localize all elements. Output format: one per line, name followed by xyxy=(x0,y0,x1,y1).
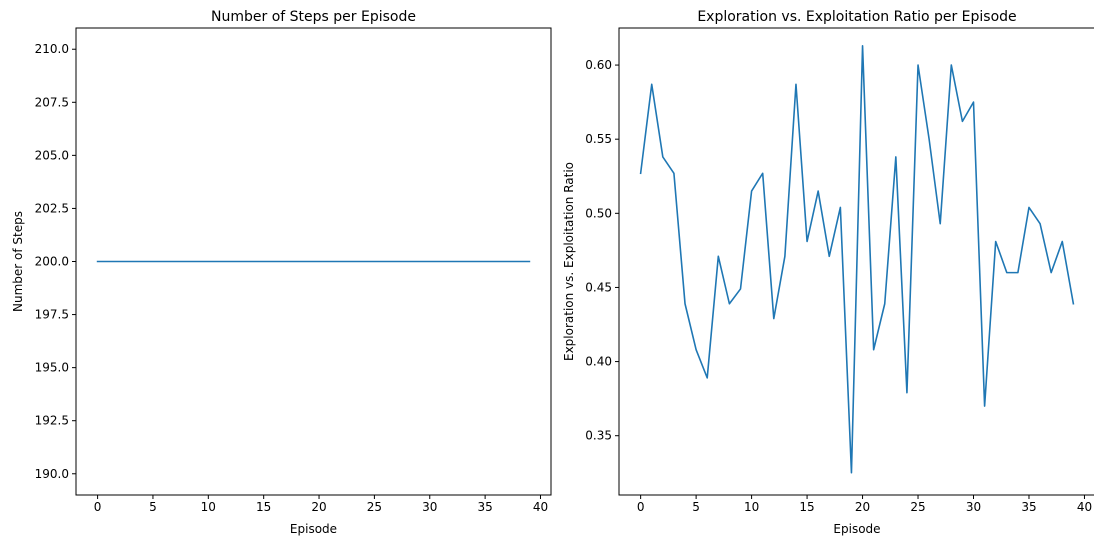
steps-y-tick-label: 195.0 xyxy=(35,361,69,375)
ratio-x-tick-label: 0 xyxy=(637,500,645,514)
ratio-x-tick-label: 5 xyxy=(692,500,700,514)
steps-x-tick-label: 10 xyxy=(201,500,216,514)
steps-ticks: 0 5 10 15 20 25 30 35 40 190.0 192.5 195.0 197.5 200.… xyxy=(35,42,548,514)
ratio-x-tick-label: 15 xyxy=(799,500,814,514)
steps-x-tick-label: 35 xyxy=(477,500,492,514)
ratio-x-tick-label: 25 xyxy=(910,500,925,514)
steps-y-tick-label: 202.5 xyxy=(35,201,69,215)
ratio-y-tick-label: 0.35 xyxy=(585,429,612,443)
ratio-x-tick-label: 10 xyxy=(744,500,759,514)
ratio-y-tick-label: 0.50 xyxy=(585,206,612,220)
steps-x-tick-label: 0 xyxy=(94,500,102,514)
steps-x-tick-label: 5 xyxy=(149,500,157,514)
steps-x-tick-label: 15 xyxy=(256,500,271,514)
ratio-x-tick-label: 40 xyxy=(1077,500,1092,514)
ratio-x-tick-label: 35 xyxy=(1021,500,1036,514)
ratio-series-line xyxy=(639,44,1075,474)
steps-y-tick-label: 190.0 xyxy=(35,467,69,481)
steps-y-tick-label: 192.5 xyxy=(35,414,69,428)
steps-y-tick-label: 207.5 xyxy=(35,95,69,109)
steps-x-tick-label: 40 xyxy=(533,500,548,514)
steps-x-tick-label: 30 xyxy=(422,500,437,514)
ratio-chart-title: Exploration vs. Exploitation Ratio per E… xyxy=(697,9,1016,25)
steps-y-axis-label: Number of Steps xyxy=(11,211,25,312)
steps-chart-title: Number of Steps per Episode xyxy=(211,9,416,25)
steps-x-tick-label: 20 xyxy=(311,500,326,514)
ratio-x-tick-label: 30 xyxy=(966,500,981,514)
ratio-chart: Exploration vs. Exploitation Ratio per E… xyxy=(562,9,1094,536)
ratio-x-axis-label: Episode xyxy=(833,522,880,536)
steps-y-tick-label: 200.0 xyxy=(35,255,69,269)
ratio-y-tick-label: 0.55 xyxy=(585,132,612,146)
steps-y-tick-label: 205.0 xyxy=(35,148,69,162)
ratio-ticks: 0 5 10 15 20 25 30 35 40 0.35 0.40 0.45 0.50 0.55 0.60 xyxy=(585,58,1092,514)
ratio-y-tick-label: 0.45 xyxy=(585,280,612,294)
ratio-y-tick-label: 0.40 xyxy=(585,355,612,369)
ratio-x-tick-label: 20 xyxy=(855,500,870,514)
ratio-y-axis-label: Exploration vs. Exploitation Ratio xyxy=(562,162,576,361)
steps-x-axis-label: Episode xyxy=(290,522,337,536)
ratio-lines xyxy=(639,44,1075,474)
steps-chart: Number of Steps per Episode Episode Numb… xyxy=(11,9,552,536)
steps-y-tick-label: 197.5 xyxy=(35,308,69,322)
steps-x-tick-label: 25 xyxy=(367,500,382,514)
ratio-y-tick-label: 0.60 xyxy=(585,58,612,72)
steps-y-tick-label: 210.0 xyxy=(35,42,69,56)
